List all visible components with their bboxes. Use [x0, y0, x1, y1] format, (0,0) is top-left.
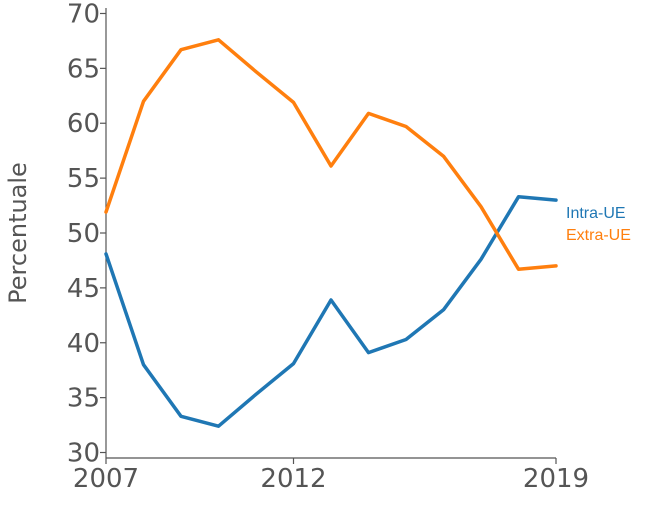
legend-label-intra-ue: Intra-UE [566, 205, 626, 222]
series-layer [104, 38, 558, 428]
y-tick-label: 35 [67, 384, 100, 414]
y-tick-label: 50 [67, 219, 100, 249]
y-tick-label: 55 [67, 164, 100, 194]
series-line-intra-ue [104, 195, 558, 428]
legend: Intra-UE Extra-UE [566, 205, 631, 244]
x-axis: 2007 2012 2019 [73, 457, 589, 494]
y-tick-label: 40 [67, 329, 100, 359]
y-tick-label: 30 [67, 439, 100, 469]
y-axis: 30 35 40 45 50 55 60 65 70 [67, 0, 107, 469]
x-tick-label: 2007 [73, 464, 139, 494]
x-tick-label: 2019 [523, 464, 589, 494]
y-tick-label: 65 [67, 54, 100, 84]
series-line-extra-ue [104, 38, 558, 271]
y-tick-label: 60 [67, 109, 100, 139]
y-axis-title: Percentuale [4, 162, 32, 304]
legend-label-extra-ue: Extra-UE [566, 227, 631, 244]
x-tick-label: 2012 [260, 464, 326, 494]
y-tick-label: 70 [67, 0, 100, 29]
y-tick-label: 45 [67, 274, 100, 304]
